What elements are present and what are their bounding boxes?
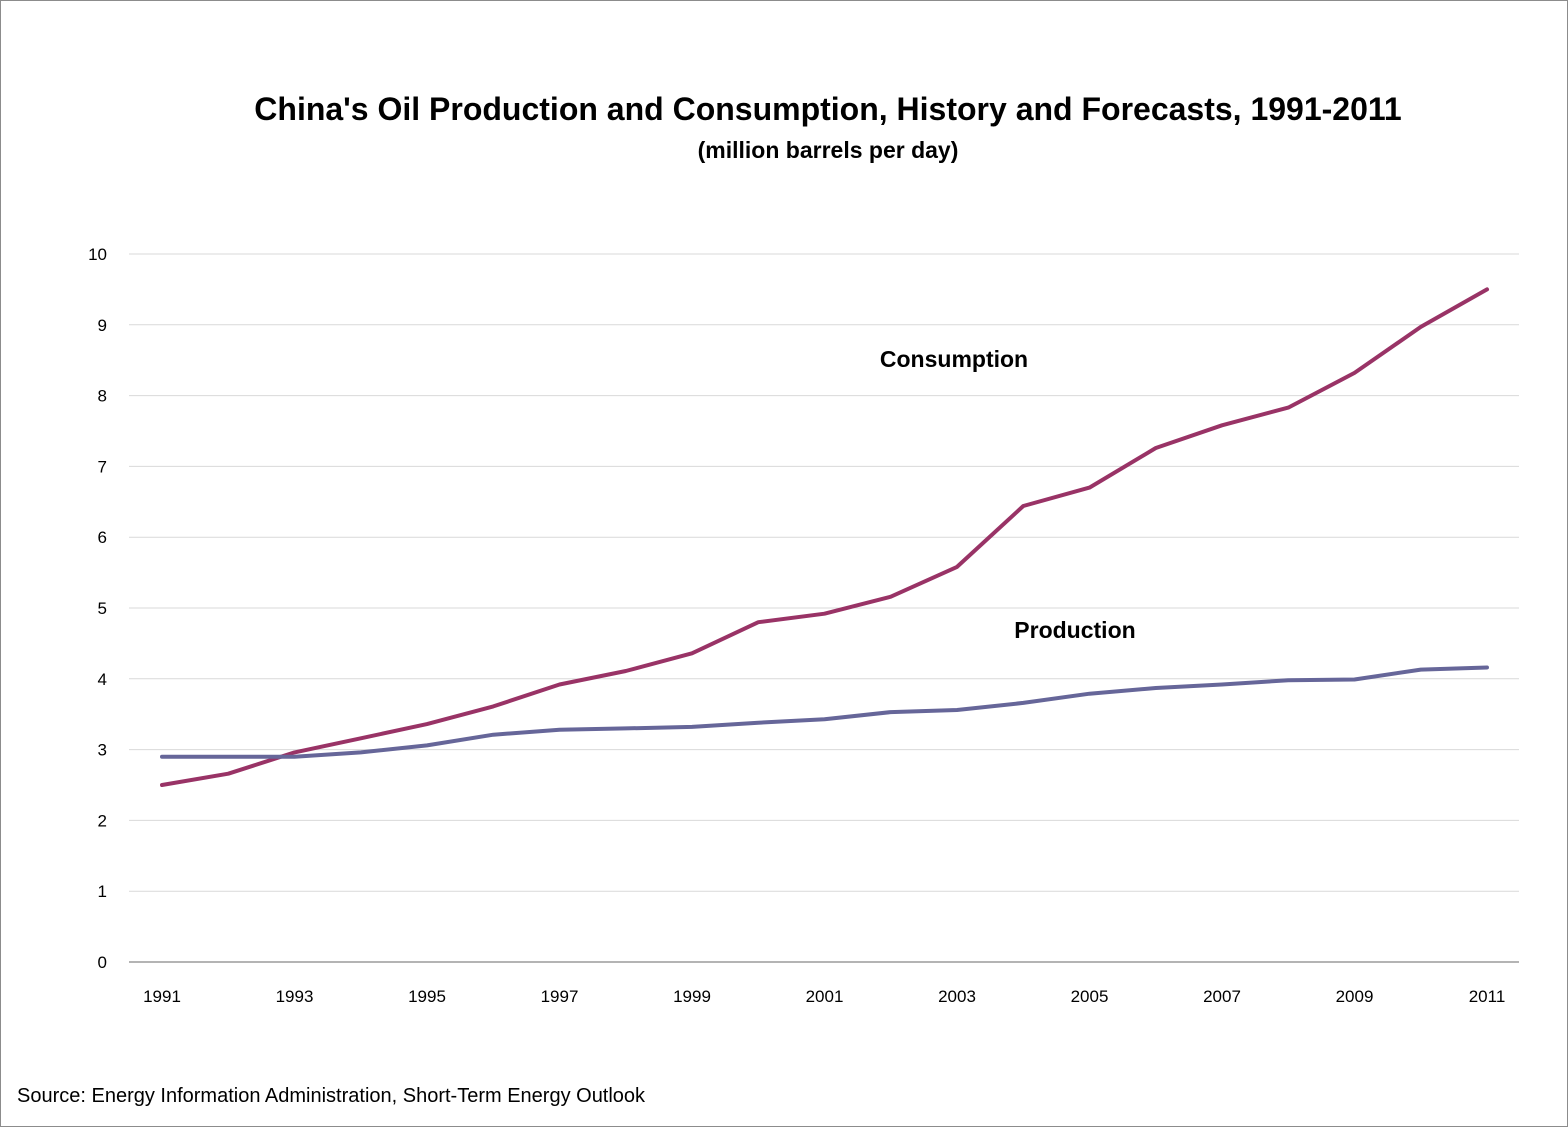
x-tick-label: 2001 [806,987,844,1006]
x-tick-label: 2003 [938,987,976,1006]
x-tick-label: 1995 [408,987,446,1006]
series-lines [160,287,1489,787]
x-tick-label: 1991 [143,987,181,1006]
y-tick-label: 6 [98,528,107,547]
y-tick-label: 5 [98,599,107,618]
x-tick-label: 1999 [673,987,711,1006]
x-tick-label: 1993 [276,987,314,1006]
y-tick-label: 2 [98,811,107,830]
y-axis-ticks: 0 1 2 3 4 5 6 7 8 9 10 [88,245,107,972]
series-line-consumption [160,287,1489,787]
chart-title: China's Oil Production and Consumption, … [254,91,1401,127]
series-label-production: Production [1014,617,1135,643]
x-tick-label: 2007 [1203,987,1241,1006]
source-note: Source: Energy Information Administratio… [17,1085,646,1107]
gridlines [129,253,1519,892]
series-line-production [160,665,1489,759]
series-label-consumption: Consumption [880,346,1028,372]
y-tick-label: 0 [98,953,107,972]
x-tick-label: 1997 [541,987,579,1006]
y-tick-label: 7 [98,457,107,476]
x-tick-label: 2011 [1469,987,1506,1006]
y-tick-label: 1 [98,882,107,901]
y-tick-label: 8 [98,387,107,406]
y-tick-label: 10 [88,245,107,264]
y-tick-label: 3 [98,741,107,760]
y-tick-label: 9 [98,316,107,335]
chart-subtitle: (million barrels per day) [698,137,959,163]
x-tick-label: 2009 [1336,987,1374,1006]
x-axis-ticks: 1991 1993 1995 1997 1999 2001 2003 2005 2007 2009… [143,987,1505,1006]
x-tick-label: 2005 [1071,987,1109,1006]
y-tick-label: 4 [98,670,107,689]
